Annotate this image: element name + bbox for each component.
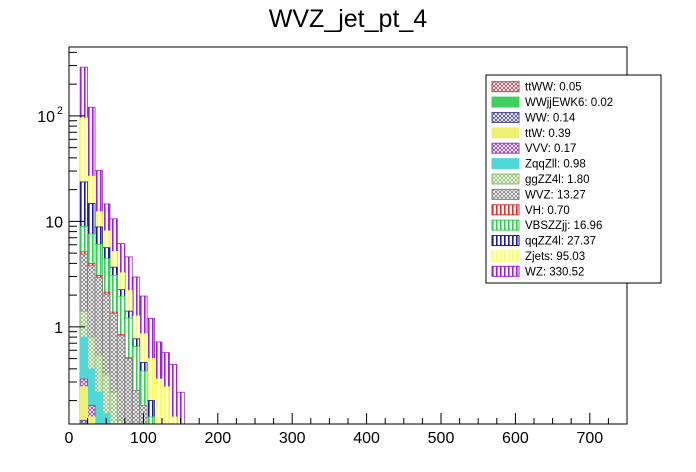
bar-ttw-bin-1 [87, 416, 96, 424]
y-tick-exponent: 2 [57, 105, 63, 117]
legend-swatch [491, 219, 520, 231]
legend-label: WZ: 330.52 [525, 266, 584, 278]
chart-title: WVZ_jet_pt_4 [269, 5, 428, 33]
legend-label: VBSZZjj: 16.96 [525, 220, 602, 232]
x-tick-label: 100 [130, 430, 157, 447]
legend-label: qqZZ4l: 27.37 [525, 236, 596, 248]
legend-swatch [491, 111, 520, 123]
legend-label: VVV: 0.17 [525, 143, 576, 155]
legend-swatch [491, 142, 520, 154]
x-tick-label: 0 [65, 430, 74, 447]
bar-ttw-bin-0 [79, 386, 89, 424]
bar-ggzz4l-bin-4 [109, 391, 118, 424]
x-tick-label: 700 [576, 430, 603, 447]
x-tick-label: 300 [279, 430, 306, 447]
x-tick-label: 200 [204, 430, 231, 447]
y-tick-label: 1 [54, 320, 63, 337]
x-tick-label: 600 [502, 430, 529, 447]
legend: ttWW: 0.05 WWjjEWK6: 0.02 WW: 0.14 ttW: 0.3… [485, 74, 662, 284]
legend-swatch [491, 188, 520, 200]
bar-wvz-bin-6 [124, 358, 133, 424]
legend-label: WW: 0.14 [525, 112, 576, 124]
bar-zjets-bin-10 [154, 378, 163, 424]
y-tick-label: 10 [45, 214, 63, 231]
x-tick-label: 500 [428, 430, 455, 447]
legend-swatch [491, 127, 520, 139]
bar-wvz-bin-7 [131, 389, 141, 424]
x-tick-label: 400 [353, 430, 380, 447]
bar-wvz-bin-5 [116, 335, 126, 424]
bar-ww-bin-0 [79, 419, 89, 424]
legend-label: Zjets: 95.03 [525, 251, 585, 263]
legend-swatch [491, 96, 520, 108]
bar-wz-bin-12 [169, 364, 178, 424]
bar-wz-bin-13 [176, 391, 185, 424]
legend-label: WVZ: 13.27 [525, 189, 586, 201]
legend-swatch [491, 265, 520, 277]
legend-label: ttW: 0.39 [525, 128, 571, 140]
y-tick-label: 10 [37, 109, 55, 126]
bar-vbszzjj-bin-9 [146, 416, 155, 424]
bar-zjets-bin-11 [161, 386, 170, 424]
legend-swatch [491, 173, 520, 185]
bars-layer [79, 66, 185, 424]
legend-label: ZqqZll: 0.98 [525, 159, 586, 171]
legend-swatch [491, 158, 520, 170]
bar-ggzz4l-bin-5 [116, 419, 126, 424]
legend-swatch [491, 204, 520, 216]
legend-swatch [491, 250, 520, 262]
legend-label: ttWW: 0.05 [525, 82, 582, 94]
bar-zjets-bin-12 [169, 416, 178, 424]
legend-label: WWjjEWK6: 0.02 [525, 97, 613, 109]
legend-label: ggZZ4l: 1.80 [525, 174, 590, 186]
legend-swatch [491, 235, 520, 247]
legend-swatch [491, 81, 520, 93]
legend-label: VH: 0.70 [525, 205, 570, 217]
bar-zqqzll-bin-2 [94, 391, 103, 424]
